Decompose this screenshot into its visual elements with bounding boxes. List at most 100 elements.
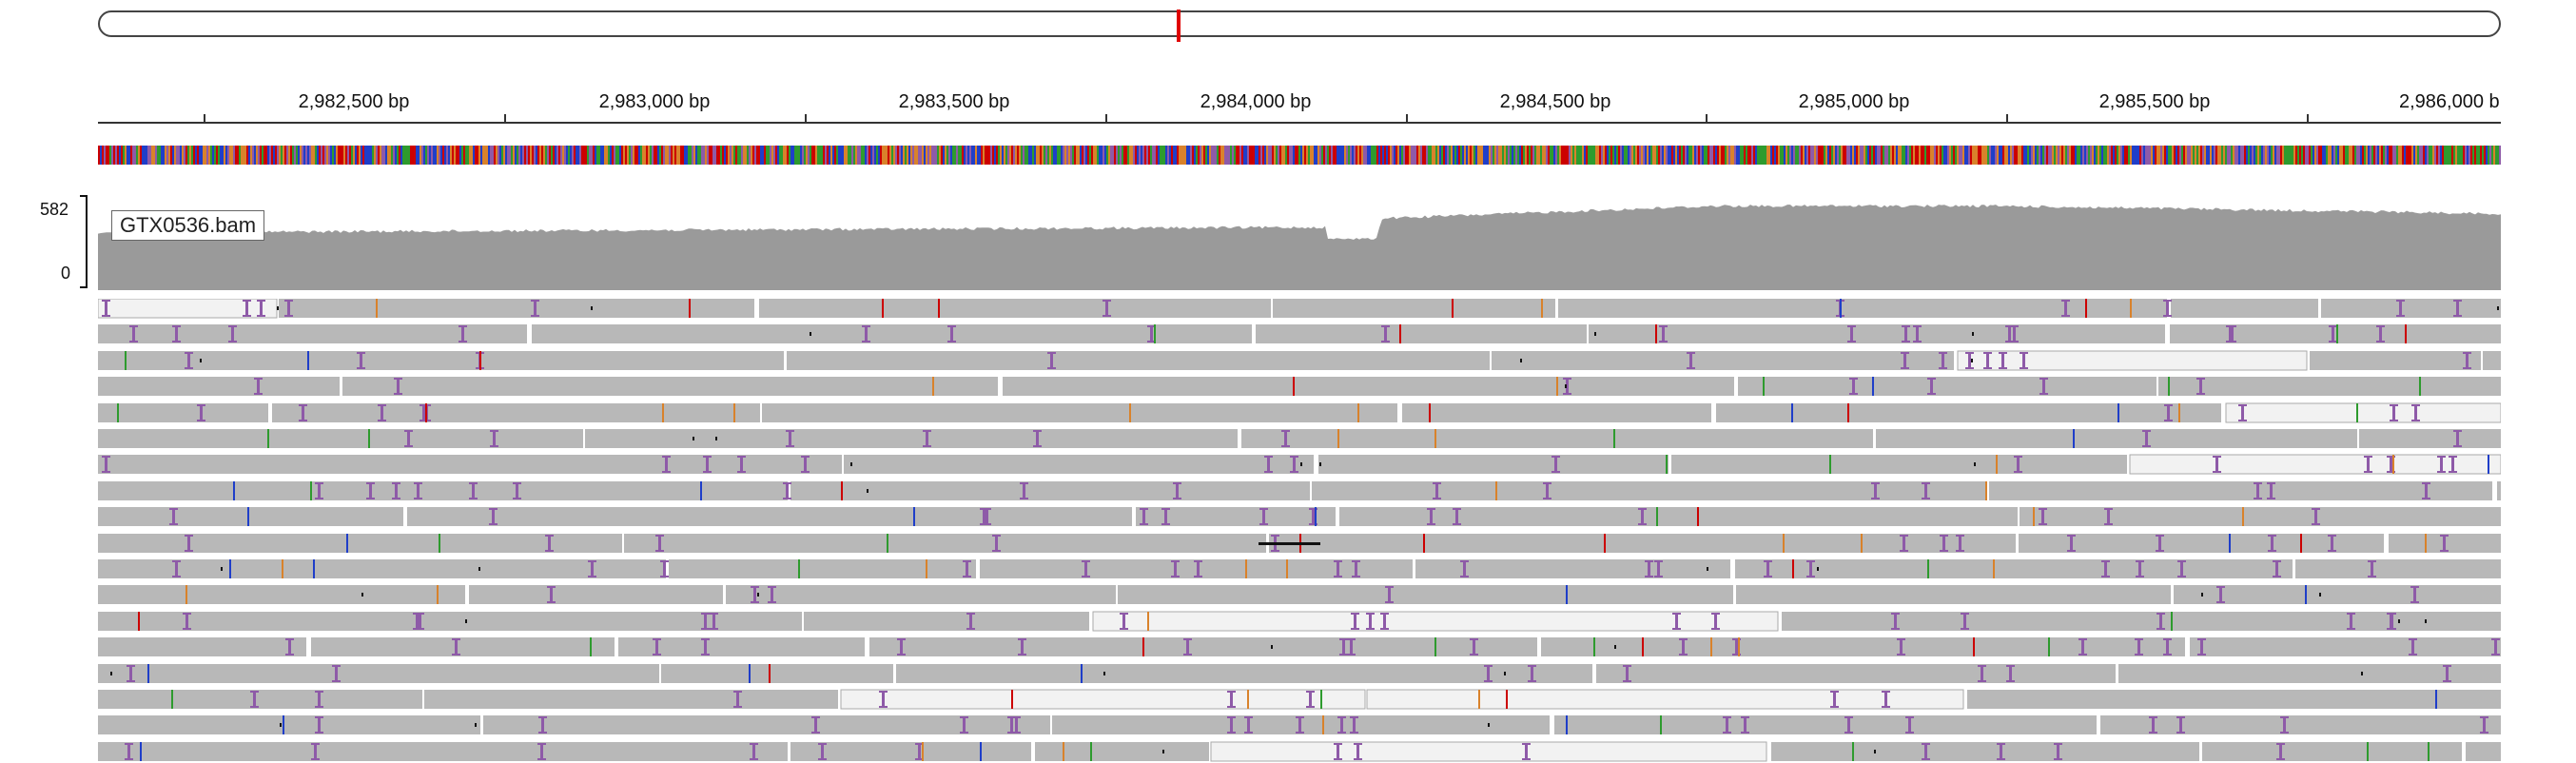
mismatch-mark	[313, 559, 315, 578]
base-mark	[321, 146, 322, 165]
insertion-cap	[311, 743, 320, 745]
base-mark	[964, 146, 966, 165]
base-mark	[1786, 146, 1787, 165]
base-mark	[1974, 146, 1976, 165]
mismatch-mark	[1783, 534, 1785, 553]
base-mark	[2229, 146, 2231, 165]
chromosome-ideogram[interactable]	[98, 10, 2501, 37]
base-mark	[1173, 146, 1175, 165]
insertion-cap	[1764, 560, 1772, 562]
base-mark	[2314, 146, 2316, 165]
base-mark	[1470, 146, 1472, 165]
base-mark	[1103, 146, 1104, 165]
base-mark	[1679, 146, 1681, 165]
insertion-cap	[653, 638, 661, 640]
base-mark	[2265, 146, 2267, 165]
mismatch-mark	[1081, 664, 1083, 683]
base-mark	[324, 146, 326, 165]
base-mark	[1152, 146, 1154, 165]
read-segment	[532, 324, 1252, 343]
base-mark	[810, 146, 811, 165]
mismatch-mark	[425, 403, 427, 422]
coverage-track[interactable]	[98, 195, 2501, 290]
insertion-mark	[1657, 560, 1660, 577]
insertion-cap	[2196, 378, 2205, 380]
base-mark	[2387, 146, 2389, 165]
base-mark	[1675, 146, 1677, 165]
base-mark	[956, 146, 958, 165]
base-mark	[389, 146, 391, 165]
deletion-mark	[475, 723, 477, 727]
insertion-cap	[2216, 586, 2225, 588]
base-mark	[123, 146, 125, 165]
base-mark	[113, 146, 115, 165]
base-mark	[2469, 146, 2470, 165]
base-mark	[2242, 146, 2244, 165]
base-mark	[1278, 146, 1279, 165]
base-mark	[952, 146, 954, 165]
insertion-mark	[882, 691, 885, 708]
base-mark	[2058, 146, 2059, 165]
insertion-cap	[1882, 691, 1890, 693]
base-mark	[216, 146, 218, 165]
insertion-cap	[1264, 471, 1273, 473]
base-mark	[1641, 146, 1643, 165]
read-segment	[585, 429, 1238, 448]
base-mark	[2330, 146, 2332, 165]
base-mark	[933, 146, 935, 165]
insertion-cap	[1103, 300, 1111, 302]
deletion-mark	[1319, 462, 1321, 466]
base-mark	[182, 146, 184, 165]
base-mark	[2098, 146, 2099, 165]
insertion-mark	[2013, 325, 2016, 342]
base-mark	[1650, 146, 1652, 165]
base-mark	[1179, 146, 1181, 165]
mismatch-mark	[2171, 612, 2173, 631]
base-mark	[2453, 146, 2455, 165]
base-mark	[1660, 146, 1662, 165]
base-mark	[2427, 146, 2429, 165]
insertion-mark	[1342, 638, 1345, 655]
base-mark	[1949, 146, 1951, 165]
base-mark	[440, 146, 442, 165]
insertion-cap	[879, 706, 888, 708]
base-mark	[2267, 146, 2269, 165]
insertion-mark	[752, 743, 755, 760]
insertion-cap	[2216, 601, 2225, 603]
base-mark	[2425, 146, 2427, 165]
base-mark	[507, 146, 509, 165]
insertion-cap	[1997, 743, 2005, 745]
insertion-cap	[332, 665, 341, 667]
base-mark	[2016, 146, 2018, 165]
insertion-cap	[662, 471, 671, 473]
base-mark	[1649, 146, 1650, 165]
base-mark	[2286, 146, 2288, 165]
base-mark	[231, 146, 233, 165]
insertion-cap	[1140, 508, 1148, 510]
insertion-cap	[197, 420, 205, 421]
ruler-tick-label: 2,982,500 bp	[298, 91, 410, 112]
mismatch-mark	[769, 664, 771, 683]
mismatch-mark	[140, 742, 142, 761]
alignment-track[interactable]	[98, 299, 2501, 763]
mismatch-mark	[887, 534, 888, 553]
mismatch-mark	[1829, 455, 1831, 474]
base-mark	[1645, 146, 1647, 165]
base-mark	[1000, 146, 1002, 165]
base-mark	[2318, 146, 2320, 165]
base-mark	[1234, 146, 1236, 165]
insertion-cap	[489, 523, 498, 525]
base-mark	[1961, 146, 1962, 165]
base-mark	[1928, 146, 1930, 165]
base-mark	[1057, 146, 1059, 165]
base-mark	[241, 146, 243, 165]
insertion-mark	[253, 691, 256, 708]
read-segment	[869, 637, 1537, 656]
insertion-cap	[2163, 315, 2172, 317]
insertion-cap	[966, 613, 975, 615]
insertion-cap	[378, 404, 386, 406]
base-mark	[1255, 146, 1257, 165]
base-mark	[2392, 146, 2394, 165]
base-mark	[576, 146, 577, 165]
track-name-label[interactable]: GTX0536.bam	[111, 210, 265, 241]
